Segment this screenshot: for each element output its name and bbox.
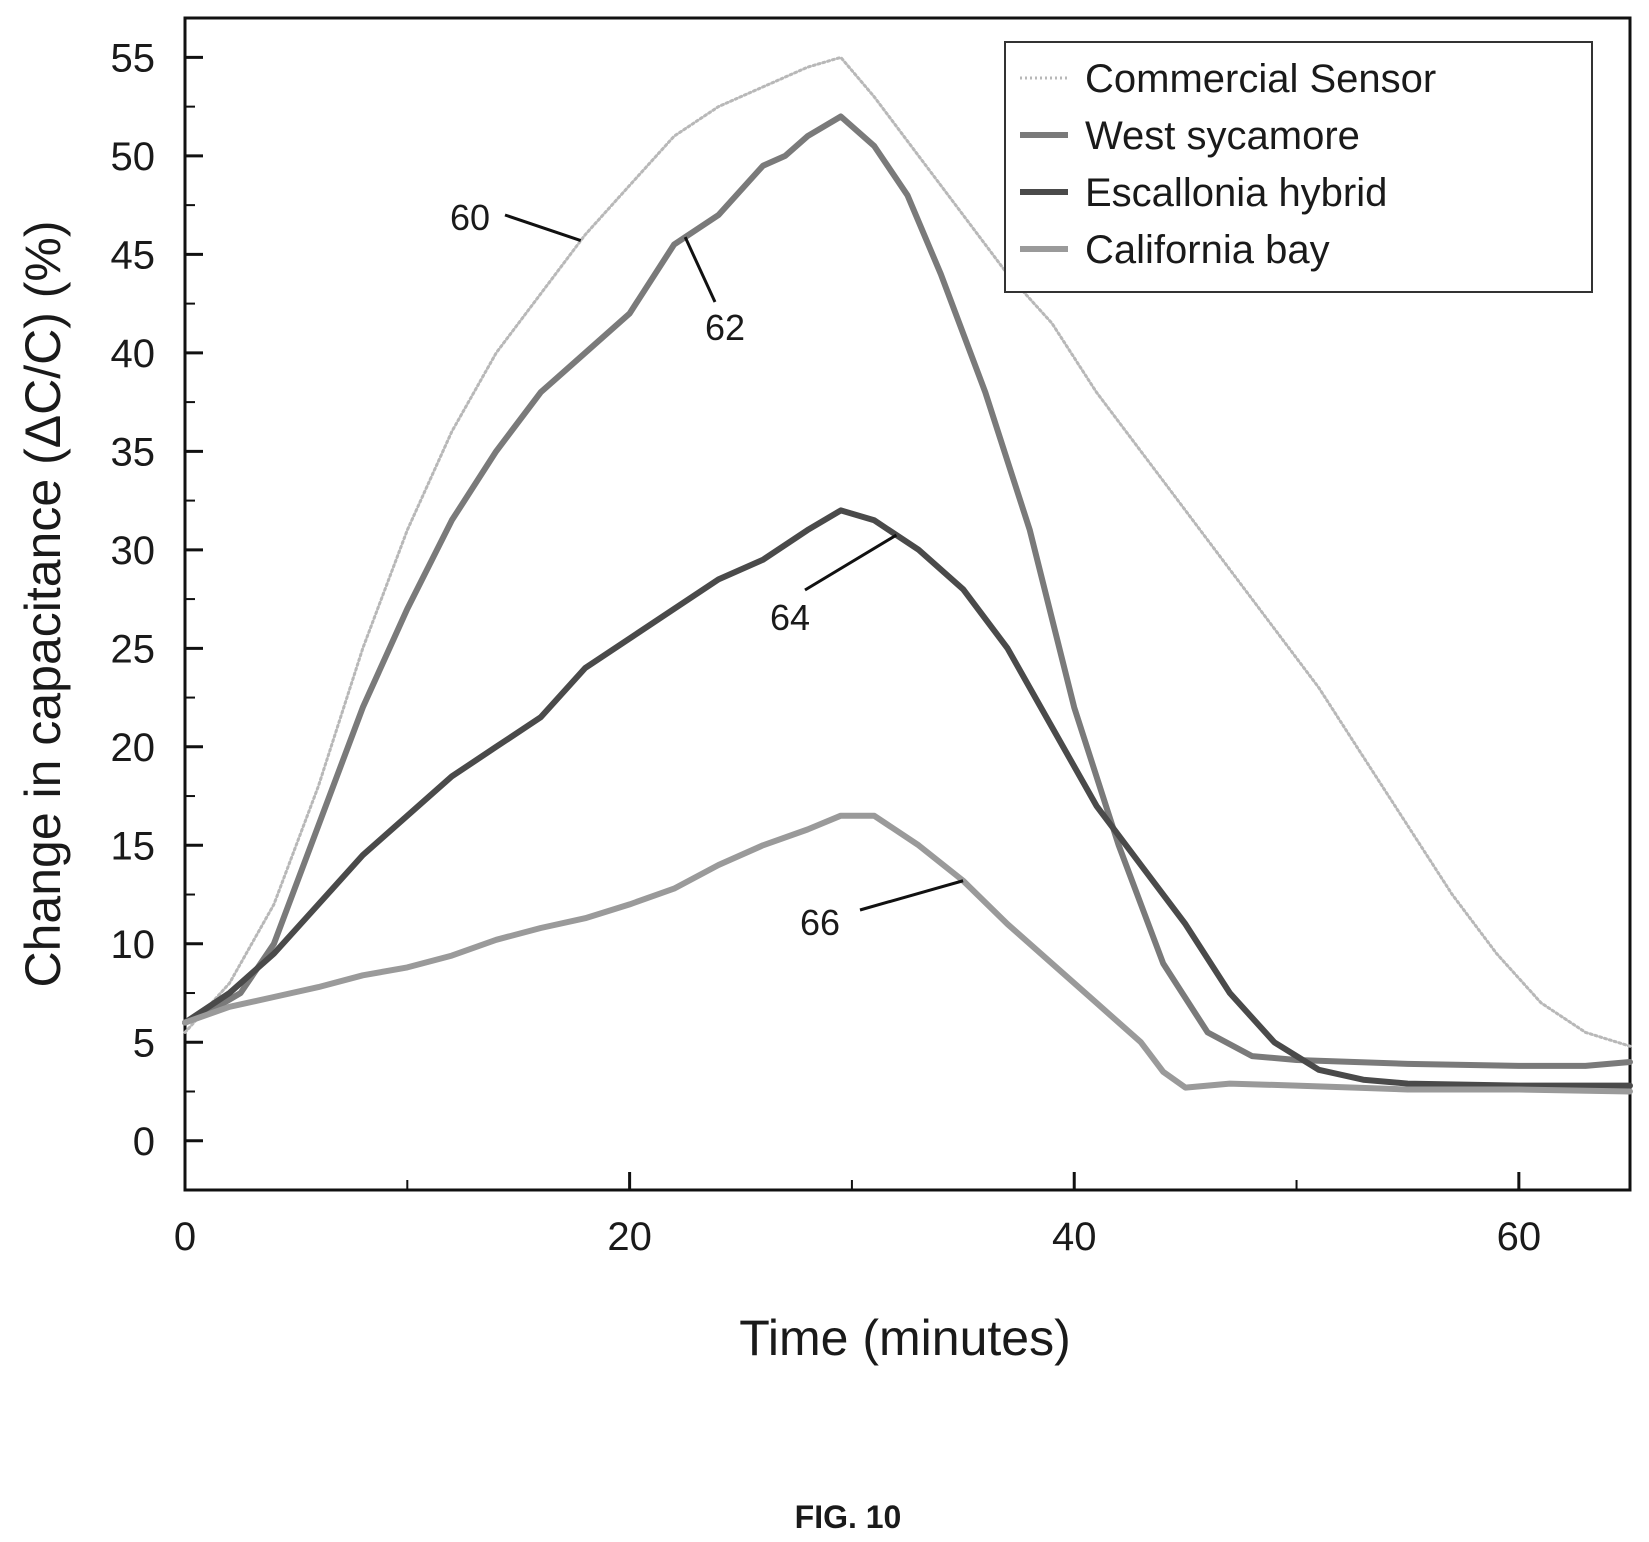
legend-label: West sycamore [1085,114,1360,158]
y-tick-label: 45 [111,233,156,277]
callout-label: 64 [770,597,810,638]
legend-box [1004,41,1593,293]
x-axis-title: Time (minutes) [739,1310,1071,1366]
y-tick-label: 10 [111,923,156,967]
y-tick-label: 15 [111,824,156,868]
y-tick-label: 55 [111,36,156,80]
legend-label: Commercial Sensor [1085,57,1436,101]
series-line-1 [182,113,1633,1069]
callout-leader [859,879,964,912]
y-tick-label: 35 [111,430,156,474]
x-tick-label: 0 [174,1215,196,1259]
callout-leader [683,236,717,303]
legend: Commercial Sensor West sycamore Escallonia… [1004,41,1593,293]
callout-label: 60 [450,197,490,238]
series-line-2 [182,507,1633,1089]
legend-label: California bay [1085,228,1330,272]
x-axis-ticks: 0 20 40 60 [174,1172,1541,1259]
x-tick-label: 40 [1052,1215,1097,1259]
callouts: 60 62 64 66 [450,197,964,943]
callout-label: 62 [705,307,745,348]
y-tick-label: 25 [111,627,156,671]
series-layer [182,55,1633,1095]
series-line-0 [183,55,1632,1048]
y-tick-label: 30 [111,529,156,573]
y-tick-label: 0 [133,1120,155,1164]
y-tick-label: 20 [111,726,156,770]
plot-frame [183,16,1632,1192]
figure-caption: FIG. 10 [795,1499,902,1535]
plot-area: 0 5 10 15 20 25 30 35 40 45 50 55 0 20 40 60 60 62 64 66 [111,16,1633,1259]
callout-leader [504,213,582,243]
callout-label: 66 [800,902,840,943]
y-tick-label: 5 [133,1021,155,1065]
x-tick-label: 20 [607,1215,652,1259]
y-tick-label: 40 [111,332,156,376]
x-tick-label: 60 [1497,1215,1542,1259]
series-line-3 [182,812,1633,1095]
y-axis-title: Change in capacitance (ΔC/C) (%) [15,220,71,987]
y-tick-label: 50 [111,135,156,179]
callout-leader [804,533,898,592]
legend-label: Escallonia hybrid [1085,171,1387,215]
y-axis-ticks: 0 5 10 15 20 25 30 35 40 45 50 55 [111,36,203,1164]
